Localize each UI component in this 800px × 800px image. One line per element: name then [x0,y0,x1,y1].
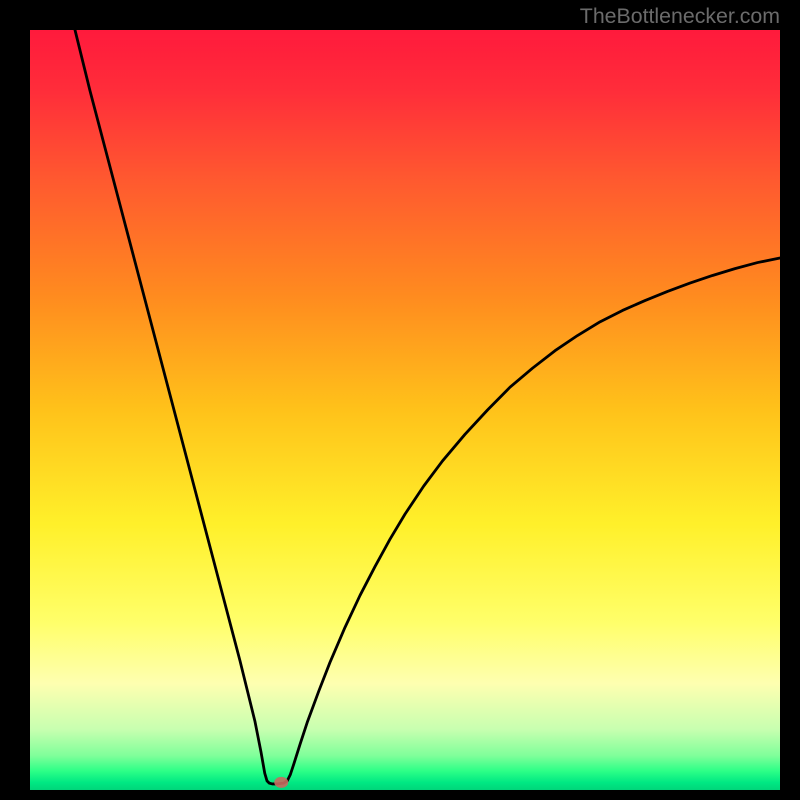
optimal-point-marker [274,777,288,788]
bottleneck-chart [0,0,800,800]
plot-background [30,30,780,790]
